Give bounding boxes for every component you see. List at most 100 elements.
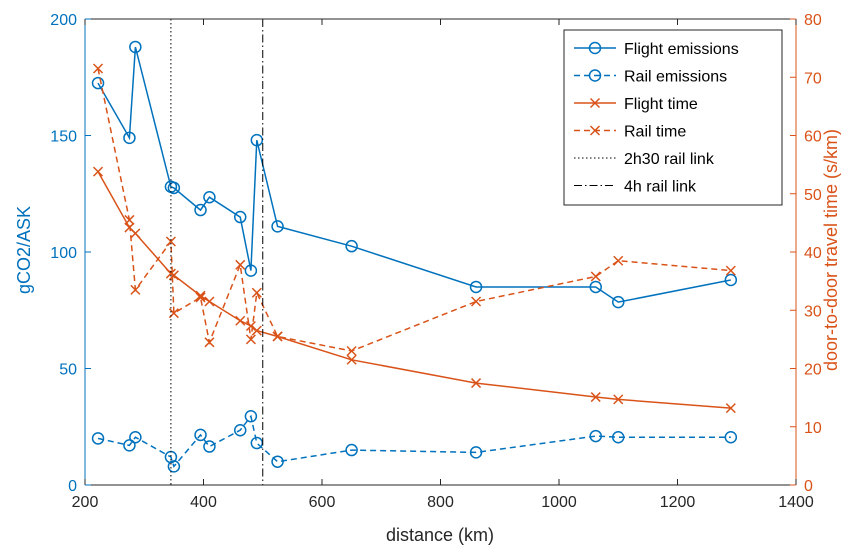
point-rail-emissions-10 [271,455,284,468]
point-rail-time-14 [613,255,624,266]
y-left-tick-label-2: 100 [50,245,77,262]
point-flight-emissions-2 [129,40,142,54]
point-flight-time-3 [165,268,176,279]
point-rail-time-12 [471,296,482,307]
point-rail-emissions-11 [345,443,358,457]
y-right-tick-label-2: 20 [804,362,822,379]
point-rail-emissions-2 [129,430,142,444]
point-flight-emissions-6 [203,190,216,204]
point-flight-time-14 [613,394,624,405]
legend-label-rail-time: Rail time [624,124,686,141]
point-flight-time-0 [93,166,104,177]
point-rail-emissions-12 [469,446,483,459]
point-rail-time-7-stroke-b [235,259,246,270]
y-right-tick-label-0: 0 [804,478,813,495]
legend-marker-flight-time-stroke-b [589,97,601,109]
point-rail-time-7 [235,259,246,270]
legend-label-2h30-rail-link: 2h30 rail link [624,151,715,168]
point-flight-emissions-12 [469,280,483,294]
point-rail-time-3 [165,236,176,247]
series-rail-emissions [91,410,738,473]
series-rail-time [93,63,736,357]
point-rail-time-2 [130,284,141,295]
x-tick-label-6: 1400 [778,494,814,511]
point-rail-time-5 [195,292,206,303]
point-rail-time-9-stroke-b [251,287,262,298]
point-flight-time-2-stroke-b [130,228,141,239]
legend-marker-flight-emissions [588,41,602,55]
y-left-tick-label-1: 50 [59,362,77,379]
point-flight-emissions-8 [244,264,258,277]
point-flight-emissions-13 [589,280,602,294]
y-left-tick-label-0: 0 [68,478,77,495]
point-flight-time-9 [251,325,262,336]
point-rail-time-1 [124,214,135,225]
point-rail-emissions-0 [91,432,105,445]
y-right-tick-label-3: 30 [804,303,822,320]
point-flight-time-12-stroke-b [471,378,482,389]
line-flight-time [97,171,731,409]
axes: 200 400 600 800 1000 1200 14000501001502000102… [50,12,822,511]
legend-marker-rail-time-stroke-b [589,125,601,136]
point-flight-time-15-stroke-b [725,403,736,414]
point-flight-emissions-1 [123,131,136,145]
y-right-tick-label-8: 80 [804,12,822,29]
y-right-tick-label-4: 40 [804,245,822,262]
line-rail-emissions [97,414,731,468]
point-rail-time-0-stroke-b [93,63,104,74]
point-flight-time-3-stroke-b [165,268,176,279]
legend-box [563,29,783,206]
point-flight-time-11-stroke-b [346,354,357,365]
point-flight-emissions-10 [271,220,284,233]
legend: Flight emissions Rail emissions Flight tim… [563,29,783,206]
point-flight-time-15 [725,403,736,414]
point-rail-time-1-stroke-b [124,214,135,225]
point-rail-time-0 [93,63,104,74]
point-flight-emissions-4 [167,181,181,195]
point-rail-emissions-7 [233,423,247,437]
y-left-tick-label-3: 150 [50,129,77,146]
line-flight-emissions [97,46,731,303]
legend-label-flight-emissions: Flight emissions [624,41,739,58]
x-tick-label-4: 1000 [541,494,577,511]
point-flight-time-7-stroke-b [235,315,246,326]
point-rail-emissions-8 [244,410,258,423]
point-flight-time-6-stroke-b [204,296,215,307]
point-rail-time-13-stroke-b [590,271,601,282]
point-rail-time-14-stroke-b [613,255,624,266]
y-axis-left-label: gCO2/ASK [14,206,34,294]
point-flight-time-9-stroke-b [251,325,262,336]
y-right-tick-label-1: 10 [804,420,822,437]
point-flight-emissions-0 [91,76,105,90]
point-rail-time-11 [346,345,357,357]
point-rail-time-8 [245,334,256,345]
point-rail-time-11-stroke-b [346,345,357,357]
y-left-tick-label-4: 200 [50,12,77,29]
x-tick-label-3: 800 [427,494,454,511]
x-tick-label-1: 400 [190,494,217,511]
series-flight-emissions [91,40,738,309]
point-flight-emissions-7 [233,210,247,224]
legend-marker-rail-emissions [588,69,602,82]
point-flight-time-13 [590,392,601,403]
point-flight-time-7 [235,315,246,326]
point-rail-emissions-13 [589,429,602,443]
point-flight-time-8-stroke-b [245,320,256,332]
point-rail-time-3-stroke-b [165,236,176,247]
y-right-tick-label-5: 50 [804,187,822,204]
point-flight-time-2 [130,228,141,239]
point-rail-emissions-14 [612,430,625,444]
point-rail-time-2-stroke-b [130,284,141,295]
point-rail-time-8-stroke-b [245,334,256,345]
point-rail-emissions-4 [167,460,181,473]
x-tick-label-5: 1200 [660,494,696,511]
point-rail-time-6-stroke-b [204,337,215,348]
point-flight-time-0-stroke-b [93,166,104,177]
point-rail-time-13 [590,271,601,282]
point-rail-time-12-stroke-b [471,296,482,307]
point-rail-time-10 [272,331,283,342]
point-flight-time-12 [471,378,482,389]
line-rail-time [97,68,731,352]
point-flight-time-13-stroke-b [590,392,601,403]
point-rail-time-6 [204,337,215,348]
